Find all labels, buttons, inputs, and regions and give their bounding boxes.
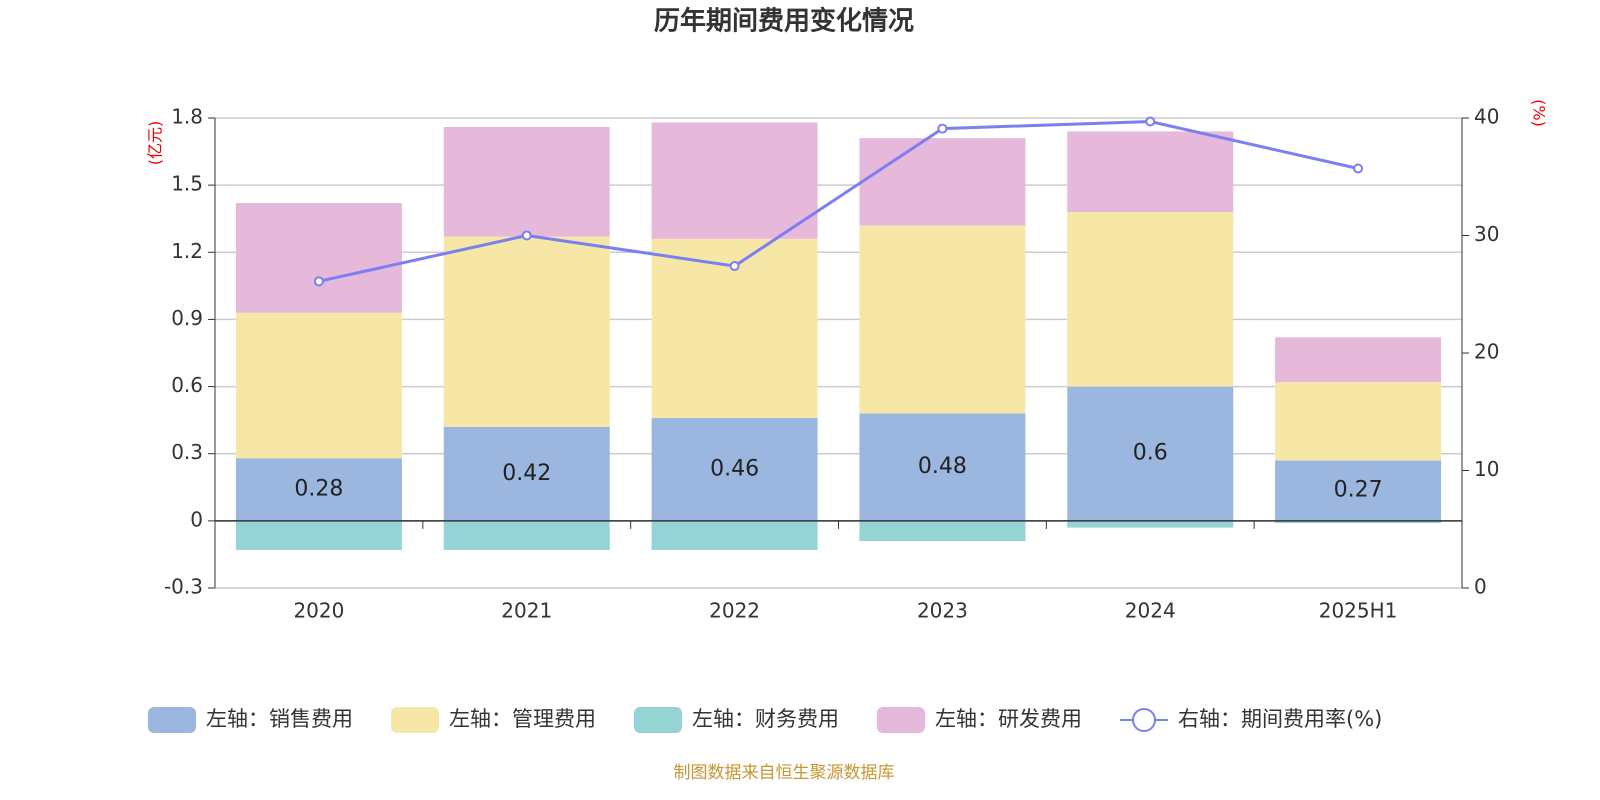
y2-tick-label: 30 [1474, 222, 1499, 246]
bar-segment [1067, 212, 1234, 387]
bar-segment [651, 520, 818, 550]
bar-segment [235, 458, 402, 521]
bars [235, 122, 1442, 550]
line-point [1145, 116, 1156, 127]
legend-marker [1132, 708, 1156, 732]
bar-segment [235, 312, 402, 459]
y2-tick-label: 0 [1474, 575, 1487, 599]
bar-segment [651, 122, 818, 239]
data-label: 0.46 [710, 456, 759, 481]
bar-segment [1275, 337, 1442, 383]
y-tick-label: 1.8 [171, 105, 203, 129]
bar-segment [443, 236, 610, 427]
legend-swatch [634, 707, 682, 733]
y-tick-label: 1.5 [171, 172, 203, 196]
bar-segment [443, 520, 610, 550]
legend-label: 左轴：管理费用 [449, 707, 596, 731]
bar-segment [651, 417, 818, 521]
line-point [937, 123, 948, 134]
y2-tick-label: 10 [1474, 457, 1499, 481]
bar-segment [859, 138, 1026, 226]
y-tick-label: 0.3 [171, 440, 203, 464]
chart-title: 历年期间费用变化情况 [654, 6, 914, 37]
data-label: 0.28 [294, 477, 343, 502]
x-tick-label: 2021 [501, 599, 552, 623]
legend-label: 左轴：销售费用 [206, 707, 353, 731]
legend-label: 左轴：财务费用 [692, 707, 839, 731]
grid [215, 117, 1462, 589]
x-tick-label: 2023 [917, 599, 968, 623]
legend-swatch [148, 707, 196, 733]
bar-segment [859, 520, 1026, 541]
legend-label: 左轴：研发费用 [935, 707, 1082, 731]
data-label: 0.6 [1133, 441, 1168, 466]
y-tick-label: 0.6 [171, 373, 203, 397]
x-tick-label: 2025H1 [1319, 599, 1398, 623]
legend-item: 左轴：研发费用 [877, 707, 1082, 733]
x-tick-label: 2022 [709, 599, 760, 623]
y-tick-label: 0 [190, 507, 203, 531]
y2-axis-unit: (%) [1530, 99, 1549, 127]
y-tick-label: -0.3 [164, 575, 203, 599]
line-point [729, 261, 740, 272]
line-series [318, 120, 1359, 283]
line-point [1353, 163, 1364, 174]
legend-item: 右轴：期间费用率(%) [1120, 707, 1382, 732]
bar-segment [1067, 131, 1234, 212]
legend-swatch [877, 707, 925, 733]
bar-segment [443, 426, 610, 521]
legend-item: 左轴：管理费用 [391, 707, 596, 733]
data-label: 0.42 [502, 461, 551, 486]
bar-segment [443, 126, 610, 237]
bar-segment [235, 203, 402, 313]
y-axis-unit: (亿元) [146, 121, 165, 166]
data-label: 0.27 [1334, 478, 1383, 503]
y-tick-label: 0.9 [171, 306, 203, 330]
bar-segment [1275, 520, 1442, 524]
source-note: 制图数据来自恒生聚源数据库 [674, 763, 895, 783]
y2-tick-label: 20 [1474, 340, 1499, 364]
bar-segment [1275, 460, 1442, 521]
bar-segment [859, 413, 1026, 521]
bar-segment [235, 520, 402, 550]
legend-swatch [391, 707, 439, 733]
x-tick-label: 2020 [293, 599, 344, 623]
bar-segment [1067, 386, 1234, 521]
data-label: 0.48 [918, 454, 967, 479]
bar-segment [859, 225, 1026, 414]
y2-tick-label: 40 [1474, 105, 1499, 129]
x-tick-label: 2024 [1125, 599, 1176, 623]
line-point [313, 276, 324, 287]
y-tick-label: 1.2 [171, 239, 203, 263]
legend-label: 右轴：期间费用率(%) [1178, 707, 1382, 731]
line-point [521, 230, 532, 241]
legend-item: 左轴：财务费用 [634, 707, 839, 733]
legend-item: 左轴：销售费用 [148, 707, 353, 733]
bar-segment [1275, 382, 1442, 461]
bar-segment [1067, 520, 1234, 528]
